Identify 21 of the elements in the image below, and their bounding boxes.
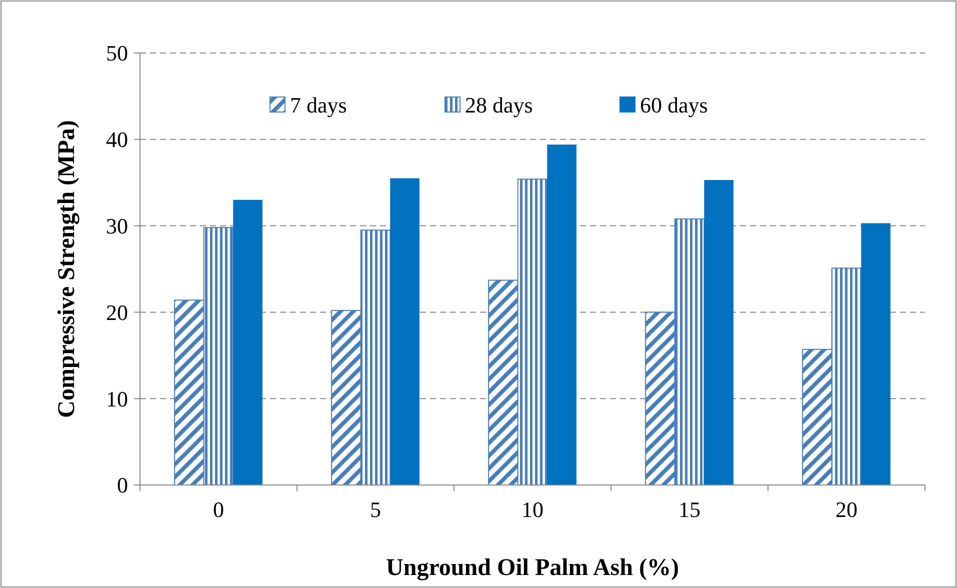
x-axis-title: Unground Oil Palm Ash (%) (386, 555, 679, 581)
bar (233, 200, 262, 485)
y-tick-label: 0 (117, 472, 128, 498)
x-tick-label: 0 (213, 497, 224, 522)
x-tick-label: 10 (522, 497, 544, 522)
legend-label: 7 days (290, 92, 347, 118)
x-tick-label: 15 (678, 497, 700, 522)
x-tick-label: 20 (836, 497, 858, 522)
x-tick-label: 5 (370, 497, 381, 522)
bar (390, 178, 420, 485)
legend-label: 60 days (640, 92, 708, 118)
y-tick-label: 10 (106, 386, 128, 412)
legend-label: 28 days (465, 92, 533, 118)
bar (547, 144, 576, 485)
y-tick-label: 40 (106, 127, 128, 152)
y-tick-label: 50 (106, 40, 128, 66)
bar (704, 180, 734, 485)
bar (861, 223, 890, 485)
y-tick-label: 20 (106, 300, 128, 325)
y-axis-title: Compressive Strength (MPa) (54, 120, 80, 418)
y-tick-label: 30 (106, 214, 128, 238)
